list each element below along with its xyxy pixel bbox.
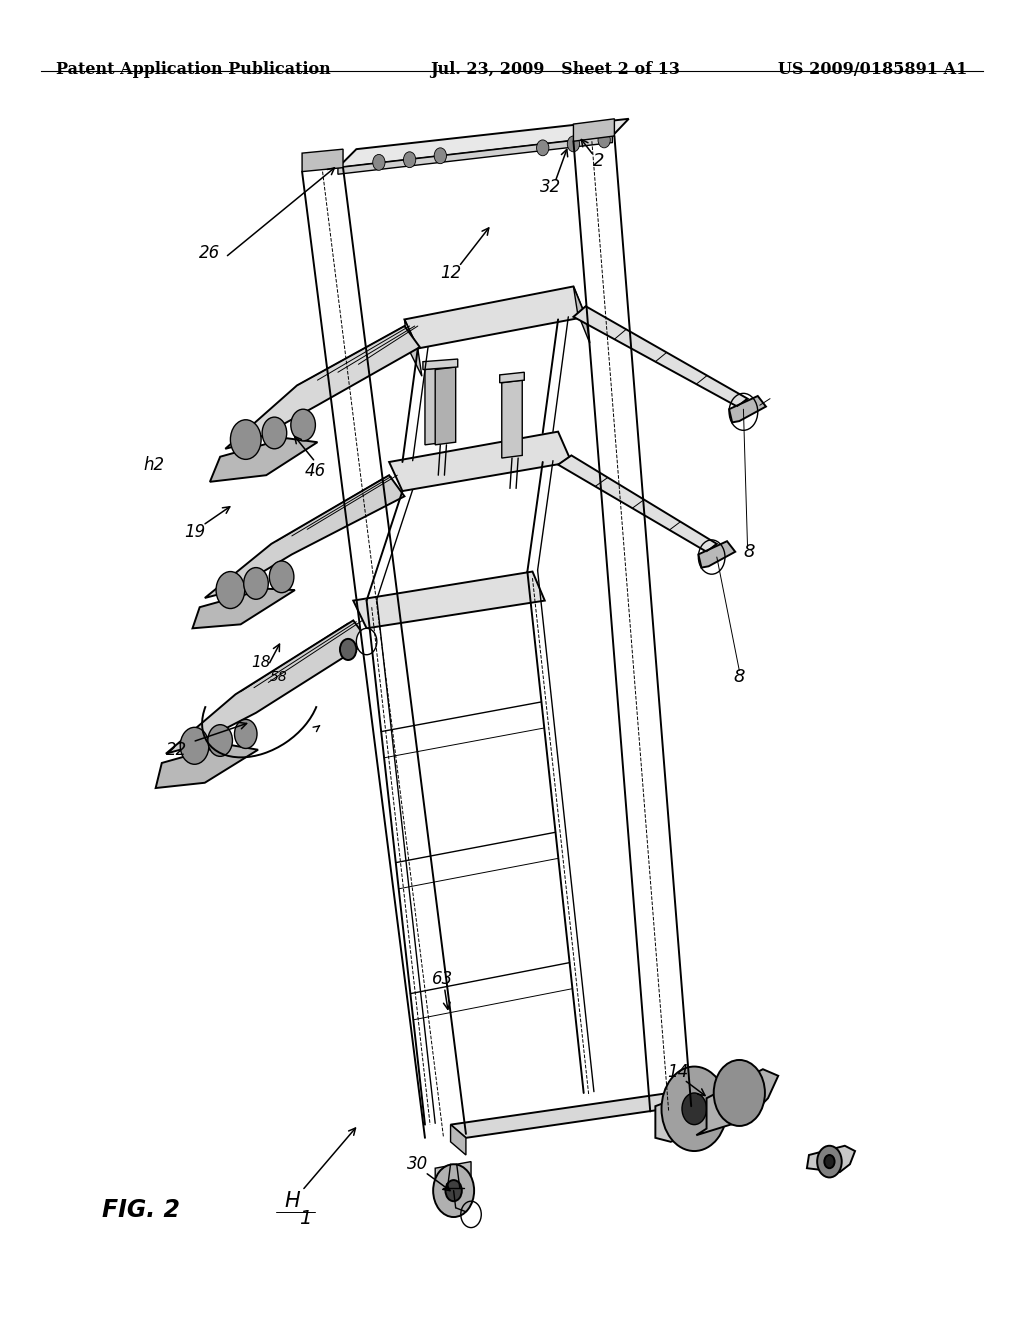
Text: 30: 30 bbox=[408, 1155, 428, 1173]
Circle shape bbox=[244, 568, 268, 599]
Text: 19: 19 bbox=[184, 523, 205, 541]
Circle shape bbox=[714, 1060, 765, 1126]
Text: h2: h2 bbox=[143, 455, 164, 474]
Circle shape bbox=[208, 725, 232, 756]
Polygon shape bbox=[435, 1162, 471, 1183]
Polygon shape bbox=[435, 367, 456, 445]
Text: 63: 63 bbox=[432, 970, 453, 989]
Circle shape bbox=[356, 628, 377, 655]
Polygon shape bbox=[696, 1069, 778, 1135]
Polygon shape bbox=[425, 367, 445, 445]
Circle shape bbox=[817, 1146, 842, 1177]
Text: 12: 12 bbox=[440, 264, 461, 282]
Polygon shape bbox=[302, 149, 343, 172]
Circle shape bbox=[230, 420, 261, 459]
Polygon shape bbox=[696, 1089, 712, 1119]
Circle shape bbox=[824, 1155, 835, 1168]
Polygon shape bbox=[729, 396, 766, 422]
Text: 58: 58 bbox=[269, 671, 288, 684]
Circle shape bbox=[291, 409, 315, 441]
Text: 14: 14 bbox=[668, 1063, 688, 1081]
Polygon shape bbox=[451, 1089, 712, 1138]
Polygon shape bbox=[573, 306, 748, 407]
Polygon shape bbox=[807, 1146, 855, 1172]
Text: 32: 32 bbox=[541, 178, 561, 197]
Circle shape bbox=[340, 639, 356, 660]
Polygon shape bbox=[338, 119, 629, 168]
Polygon shape bbox=[573, 119, 614, 141]
Text: 18: 18 bbox=[251, 655, 271, 671]
Circle shape bbox=[234, 719, 257, 748]
Circle shape bbox=[373, 154, 385, 170]
Text: 22: 22 bbox=[166, 741, 186, 759]
Circle shape bbox=[180, 727, 209, 764]
Circle shape bbox=[433, 1164, 474, 1217]
Text: 2: 2 bbox=[593, 152, 605, 170]
Text: Patent Application Publication: Patent Application Publication bbox=[56, 61, 331, 78]
Polygon shape bbox=[193, 589, 295, 628]
Circle shape bbox=[598, 132, 610, 148]
Circle shape bbox=[403, 152, 416, 168]
Circle shape bbox=[216, 572, 245, 609]
Polygon shape bbox=[389, 432, 571, 491]
Circle shape bbox=[262, 417, 287, 449]
Circle shape bbox=[567, 136, 580, 152]
Polygon shape bbox=[210, 438, 317, 482]
Polygon shape bbox=[205, 475, 404, 598]
Circle shape bbox=[537, 140, 549, 156]
Text: 1: 1 bbox=[299, 1209, 311, 1228]
Circle shape bbox=[269, 561, 294, 593]
Circle shape bbox=[445, 1180, 462, 1201]
Polygon shape bbox=[353, 572, 545, 628]
Polygon shape bbox=[573, 286, 590, 343]
Polygon shape bbox=[156, 744, 258, 788]
Text: 46: 46 bbox=[305, 462, 326, 480]
Polygon shape bbox=[558, 455, 717, 552]
Polygon shape bbox=[404, 286, 586, 348]
Polygon shape bbox=[423, 359, 458, 370]
Text: FIG. 2: FIG. 2 bbox=[102, 1199, 180, 1222]
Polygon shape bbox=[655, 1076, 753, 1142]
Text: Jul. 23, 2009   Sheet 2 of 13: Jul. 23, 2009 Sheet 2 of 13 bbox=[430, 61, 680, 78]
Circle shape bbox=[434, 148, 446, 164]
Circle shape bbox=[682, 1093, 707, 1125]
Text: 8: 8 bbox=[733, 668, 745, 686]
Polygon shape bbox=[698, 541, 735, 568]
Text: 8: 8 bbox=[743, 543, 756, 561]
Polygon shape bbox=[451, 1125, 466, 1155]
Polygon shape bbox=[338, 136, 612, 174]
Text: US 2009/0185891 A1: US 2009/0185891 A1 bbox=[778, 61, 968, 78]
Circle shape bbox=[662, 1067, 727, 1151]
Polygon shape bbox=[502, 380, 522, 458]
Polygon shape bbox=[166, 620, 369, 754]
Polygon shape bbox=[404, 319, 422, 376]
Text: 26: 26 bbox=[200, 244, 220, 263]
Text: H: H bbox=[284, 1191, 300, 1212]
Polygon shape bbox=[225, 326, 420, 449]
Polygon shape bbox=[500, 372, 524, 383]
